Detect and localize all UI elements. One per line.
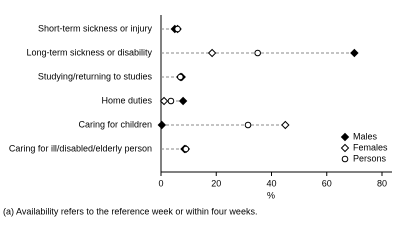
legend-label: Persons (353, 153, 387, 163)
dot (174, 25, 181, 33)
dot (254, 49, 261, 57)
legend-marker (341, 155, 349, 163)
dot (281, 120, 290, 130)
dot (167, 97, 175, 105)
x-tick-label: 40 (266, 178, 276, 188)
footnote: (a) Availability refers to the reference… (3, 206, 257, 216)
dot (159, 96, 169, 106)
dot (182, 145, 190, 153)
dot (177, 73, 184, 81)
y-tick-label: Studying/returning to studies (38, 71, 153, 81)
y-tick-label: Short-term sickness or injury (38, 23, 153, 33)
y-tick-label: Caring for children (78, 119, 152, 129)
legend-marker (340, 143, 350, 153)
y-tick-label: Long-term sickness or disability (26, 47, 152, 57)
dot (207, 48, 217, 58)
legend-marker (340, 132, 350, 142)
y-tick-label: Home duties (101, 95, 152, 105)
dot (157, 120, 167, 130)
y-tick-label: Caring for ill/disabled/elderly person (9, 143, 152, 153)
x-tick-label: 0 (158, 178, 163, 188)
chart: % (a) Availability refers to the referen… (3, 15, 392, 216)
dot (244, 121, 252, 129)
x-tick-label: 80 (377, 178, 387, 188)
x-tick-label: 60 (322, 178, 332, 188)
legend-label: Females (353, 142, 388, 152)
legend-label: Males (353, 131, 378, 141)
dot (350, 48, 359, 58)
x-tick-label: 20 (211, 178, 221, 188)
x-axis-label: % (267, 190, 275, 200)
dot (178, 96, 188, 106)
page: {"chart_data": {"type": "dot", "categori… (3, 15, 392, 217)
